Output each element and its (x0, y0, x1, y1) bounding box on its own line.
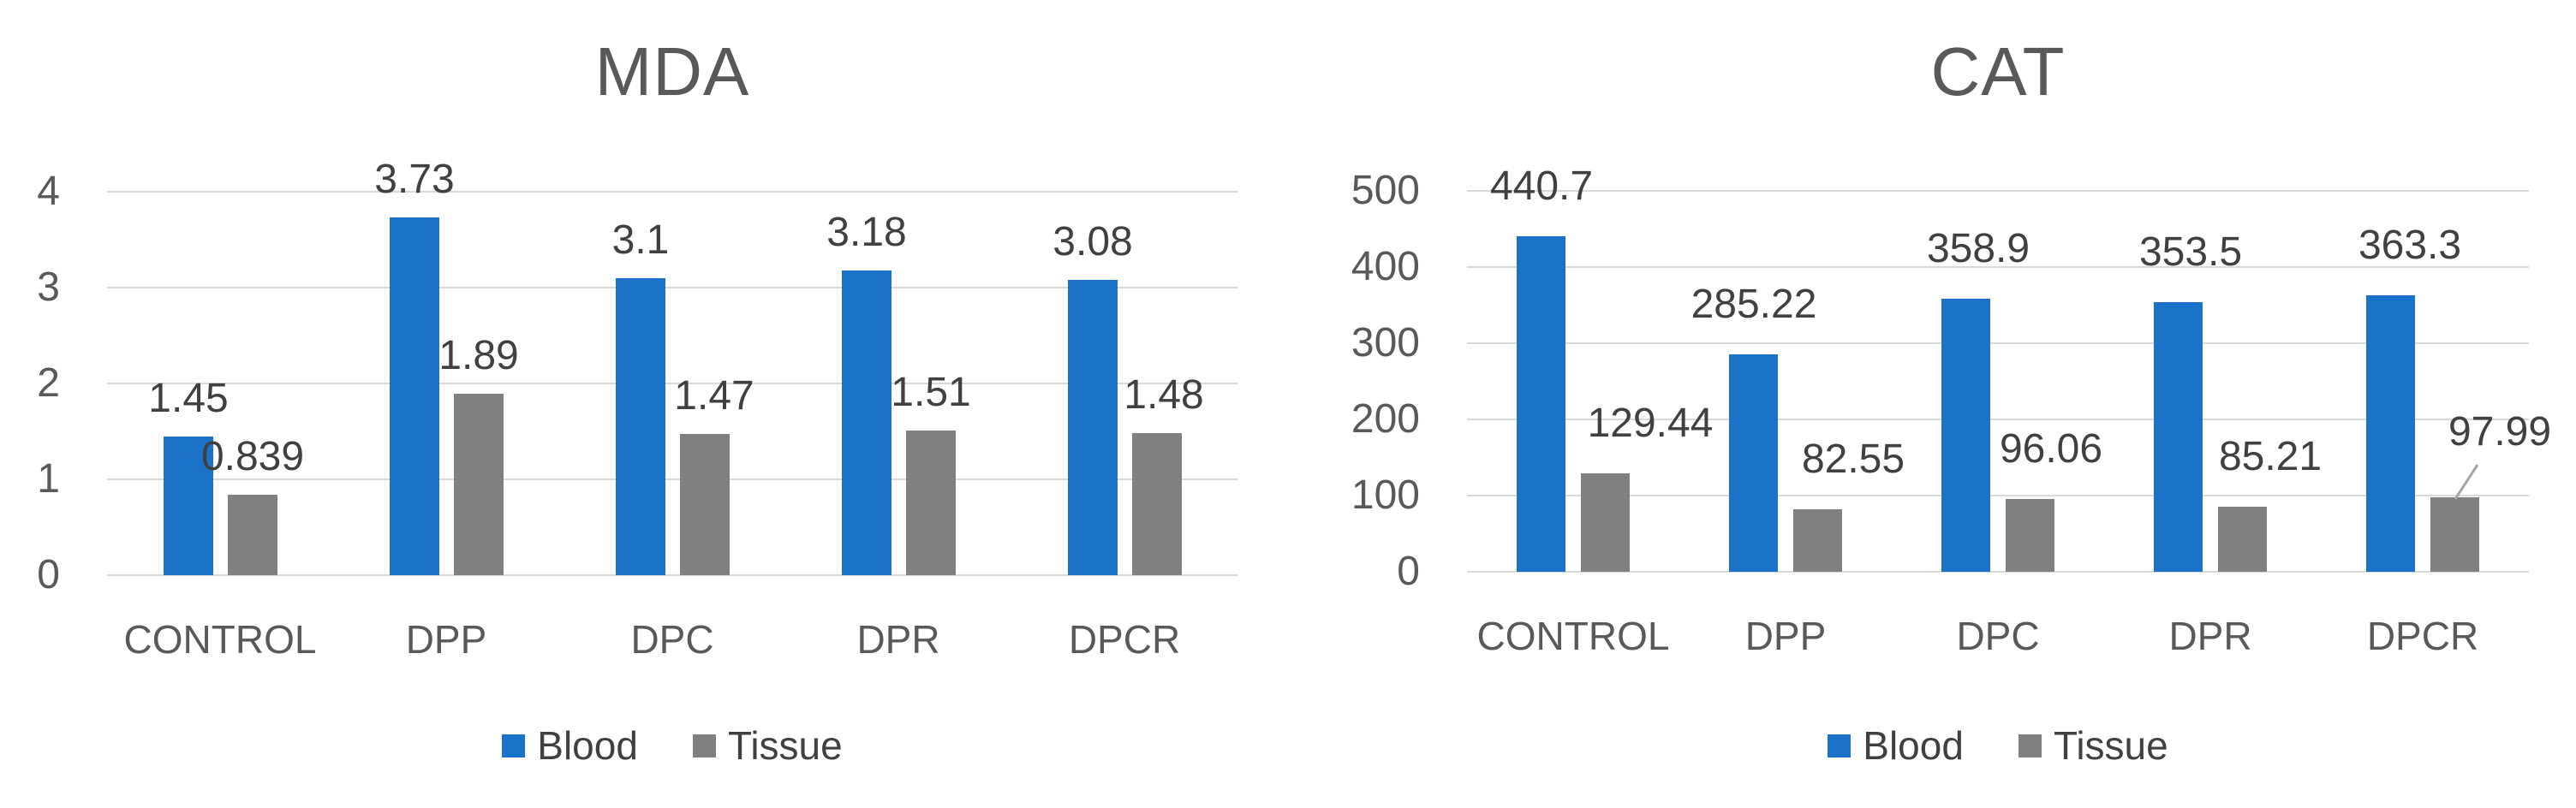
x-category-label-dpp: DPP (405, 617, 487, 662)
data-label-blood-dpcr: 3.08 (1052, 219, 1133, 264)
legend-swatch-tissue (692, 734, 716, 758)
data-label-tissue-control: 0.839 (200, 434, 305, 479)
bar-blood-dpcr (1068, 280, 1118, 575)
chart-title-cat: CAT (1930, 33, 2066, 110)
gridline-y-300 (1467, 342, 2529, 344)
legend-label-blood: Blood (1863, 723, 1964, 768)
y-tick-label: 1 (37, 456, 60, 502)
data-label-blood-dpp: 3.73 (374, 157, 455, 202)
legend-swatch-blood (1828, 734, 1852, 758)
legend-item-tissue: Tissue (692, 723, 843, 768)
x-category-label-dpcr: DPCR (2366, 614, 2479, 658)
data-label-blood-dpr: 3.18 (826, 210, 907, 255)
bar-tissue-dpr (2218, 507, 2267, 572)
legend-cat: Blood Tissue (1467, 726, 2529, 765)
y-tick-label: 200 (1351, 396, 1420, 442)
data-label-blood-control: 1.45 (148, 376, 229, 421)
gridline-y-400 (1467, 266, 2529, 268)
bar-tissue-dpc (680, 434, 730, 575)
bar-tissue-dpp (454, 394, 504, 575)
bar-tissue-control (228, 495, 277, 575)
y-tick-label: 3 (37, 264, 60, 310)
y-tick-label: 100 (1351, 472, 1420, 518)
data-label-tissue-dpcr: 1.48 (1124, 372, 1204, 418)
bar-tissue-dpp (1793, 509, 1842, 572)
data-label-blood-dpc: 358.9 (1926, 226, 2030, 271)
data-label-tissue-dpp: 1.89 (438, 333, 519, 378)
x-category-label-control: CONTROL (1476, 614, 1670, 658)
bar-tissue-control (1581, 473, 1630, 572)
gridline-y-500 (1467, 190, 2529, 192)
legend-label-tissue: Tissue (2053, 723, 2168, 768)
y-tick-label: 4 (37, 169, 60, 214)
bar-tissue-dpcr (2430, 497, 2479, 572)
bar-blood-control (164, 437, 213, 575)
bar-blood-dpc (1941, 299, 1990, 572)
gridline-y-0 (107, 574, 1237, 576)
legend-label-tissue: Tissue (727, 723, 843, 768)
data-label-tissue-dpc: 1.47 (674, 373, 754, 419)
gridline-y-1 (107, 478, 1237, 480)
gridline-y-100 (1467, 495, 2529, 496)
x-category-label-dpc: DPC (1956, 614, 2040, 658)
data-label-blood-control: 440.7 (1489, 163, 1594, 209)
bar-blood-dpr (2154, 302, 2203, 572)
bar-tissue-dpcr (1132, 433, 1182, 575)
legend-swatch-blood (502, 734, 526, 758)
data-label-tissue-dpr: 1.51 (891, 370, 971, 415)
x-category-label-dpc: DPC (630, 617, 714, 662)
bar-blood-dpp (390, 217, 439, 575)
gridline-y-4 (107, 191, 1237, 193)
gridline-y-3 (107, 287, 1237, 288)
legend-item-blood: Blood (502, 726, 638, 765)
y-tick-label: 0 (1397, 549, 1420, 594)
bar-tissue-dpr (906, 431, 956, 575)
data-label-blood-dpc: 3.1 (611, 217, 670, 263)
y-tick-label: 400 (1351, 244, 1420, 289)
x-category-label-dpr: DPR (2168, 614, 2252, 658)
bar-blood-dpr (842, 270, 891, 575)
data-label-tissue-control: 129.44 (1587, 401, 1714, 446)
y-tick-label: 0 (37, 552, 60, 597)
data-label-blood-dpp: 285.22 (1690, 282, 1817, 327)
x-category-label-control: CONTROL (123, 617, 317, 662)
x-category-label-dpr: DPR (856, 617, 940, 662)
bar-tissue-dpc (2006, 499, 2054, 572)
data-label-leader-line (2454, 464, 2479, 500)
data-label-tissue-dpc: 96.06 (1999, 426, 2103, 472)
gridline-y-200 (1467, 419, 2529, 420)
legend-item-tissue: Tissue (2018, 726, 2168, 765)
bar-blood-dpp (1729, 354, 1778, 572)
y-tick-label: 300 (1351, 320, 1420, 365)
legend-item-blood: Blood (1828, 726, 1964, 765)
data-label-tissue-dpp: 82.55 (1801, 437, 1905, 482)
data-label-tissue-dpcr: 97.99 (2448, 409, 2552, 454)
data-label-tissue-dpr: 85.21 (2218, 434, 2323, 479)
bar-blood-dpc (616, 278, 665, 575)
x-category-label-dpp: DPP (1744, 614, 1827, 658)
y-tick-label: 2 (37, 360, 60, 406)
y-tick-label: 500 (1351, 168, 1420, 213)
legend-label-blood: Blood (537, 723, 638, 768)
gridline-y-2 (107, 383, 1237, 384)
data-label-blood-dpr: 353.5 (2138, 229, 2243, 275)
bar-blood-dpcr (2366, 295, 2415, 572)
gridline-y-0 (1467, 571, 2529, 573)
chart-title-mda: MDA (594, 33, 750, 110)
legend-swatch-tissue (2018, 734, 2042, 758)
bar-blood-control (1517, 236, 1565, 572)
data-label-blood-dpcr: 363.3 (2358, 223, 2462, 268)
x-category-label-dpcr: DPCR (1068, 617, 1181, 662)
legend-mda: Blood Tissue (107, 726, 1237, 765)
